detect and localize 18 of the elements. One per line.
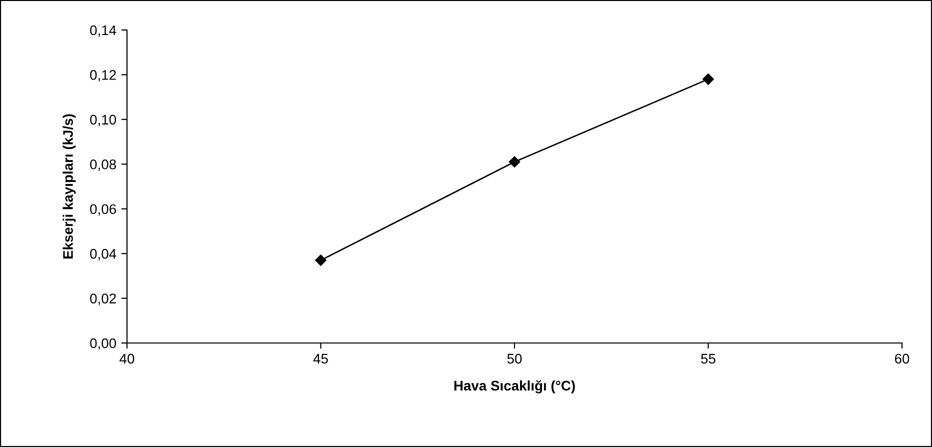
x-tick-label: 45 <box>313 354 328 364</box>
x-tick-label: 50 <box>507 354 522 364</box>
x-tick-label: 60 <box>894 354 910 364</box>
y-tick-label: 0,06 <box>90 204 116 216</box>
y-tick-label: 0,00 <box>90 338 116 350</box>
x-tick-label: 40 <box>120 354 134 364</box>
y-tick-label: 0,10 <box>90 114 116 126</box>
point <box>702 74 714 85</box>
y-tick-label: 0,04 <box>90 248 116 260</box>
point <box>508 156 520 168</box>
y-tick-label: 0,02 <box>90 294 116 306</box>
x-axis-title: Hava Sıcaklığı (°C) <box>454 380 575 394</box>
point <box>315 254 326 266</box>
x-tick-label: 55 <box>701 354 716 364</box>
y-tick-label: 0,14 <box>90 25 116 37</box>
y-tick-label: 0,12 <box>90 70 116 82</box>
y-axis-title: Ekserji kayıpları (kJ/s) <box>62 114 76 259</box>
y-tick-label: 0,08 <box>90 159 116 171</box>
